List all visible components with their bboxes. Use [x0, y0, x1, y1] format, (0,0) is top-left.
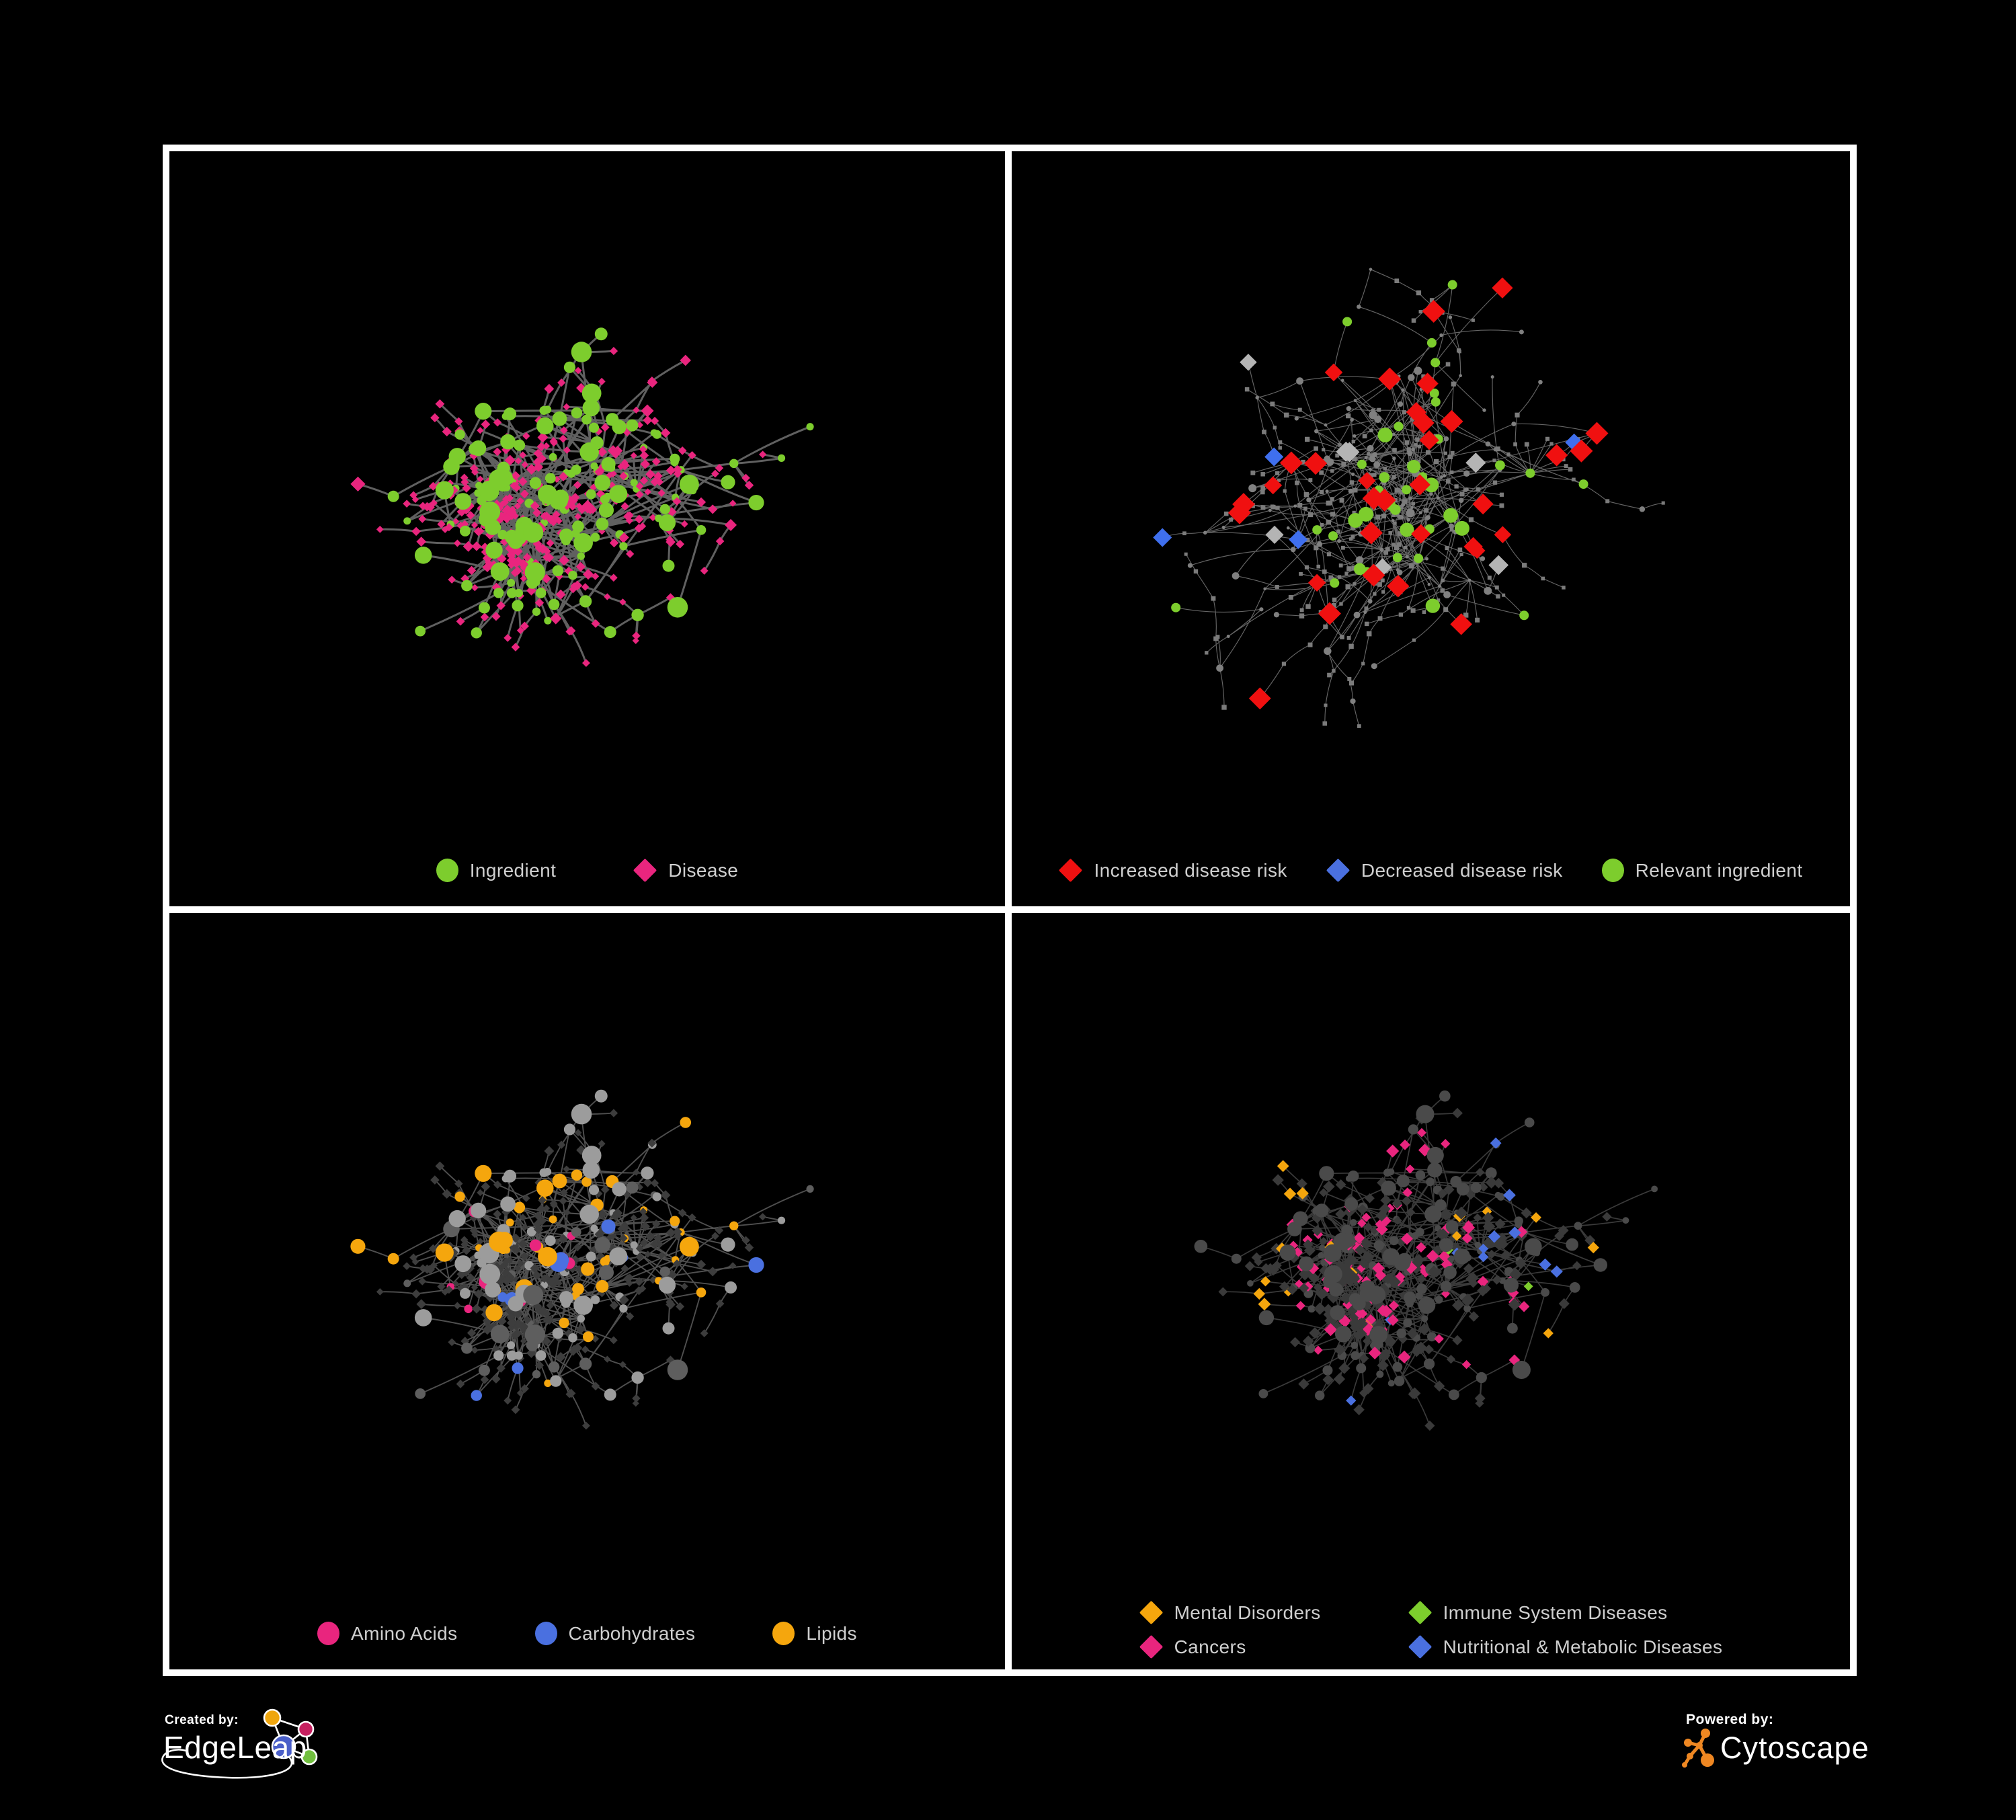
- cancers-diamond-icon: [1139, 1634, 1163, 1659]
- legend-item-carbohydrates: Carbohydrates: [534, 1622, 696, 1645]
- increased-disease-risk-diamond-icon: [1059, 858, 1083, 883]
- network-ingredient-disease: [350, 327, 814, 668]
- immune-system-diseases-diamond-icon: [1408, 1600, 1432, 1625]
- legend-ingredient-disease: Ingredient Disease: [169, 858, 1005, 883]
- legend-row: Ingredient Disease: [436, 858, 739, 883]
- legend-item-lipids: Lipids: [772, 1622, 857, 1645]
- legend-item-increased-disease-risk: Increased disease risk: [1059, 858, 1287, 883]
- legend-item-immune-system-diseases: Immune System Diseases: [1408, 1600, 1668, 1625]
- legend-item-ingredient: Ingredient: [436, 859, 557, 882]
- nodes-layer: [350, 1089, 814, 1430]
- network-disease-categories: [1194, 1090, 1658, 1431]
- nodes-layer: [1194, 1090, 1658, 1431]
- panel-disease-categories: Mental Disorders Immune System Diseases Ca…: [1005, 906, 1857, 1676]
- legend-label: Amino Acids: [351, 1622, 458, 1644]
- legend-label: Increased disease risk: [1094, 859, 1287, 881]
- edges-layer: [1162, 269, 1664, 727]
- edgeleap-wordmark: EdgeLeap: [163, 1730, 307, 1765]
- cytoscape-wordmark: Cytoscape: [1720, 1731, 1869, 1765]
- panel-disease-risk: Increased disease risk Decreased disease …: [1005, 145, 1857, 913]
- mental-disorders-diamond-icon: [1139, 1600, 1163, 1625]
- powered-by-label: Powered by:: [1686, 1712, 1774, 1727]
- legend-label: Relevant ingredient: [1635, 859, 1803, 881]
- lipids-circle-icon: [772, 1622, 795, 1645]
- network-disease-risk: [1153, 268, 1665, 728]
- legend-item-disease: Disease: [633, 858, 739, 883]
- created-by-label: Created by:: [165, 1713, 239, 1727]
- cytoscape-logo-icon: [1682, 1729, 1714, 1768]
- nutritional-metabolic-diseases-diamond-icon: [1408, 1634, 1432, 1659]
- decreased-disease-risk-diamond-icon: [1326, 858, 1350, 883]
- legend-disease-categories: Mental Disorders Immune System Diseases Ca…: [1139, 1600, 1723, 1659]
- nodes-layer: [350, 327, 814, 668]
- legend-item-amino-acids: Amino Acids: [317, 1622, 457, 1645]
- edges-layer: [357, 1095, 811, 1427]
- legend-item-mental-disorders: Mental Disorders: [1139, 1600, 1321, 1625]
- edges-layer: [1200, 1095, 1655, 1427]
- disease-diamond-icon: [633, 858, 657, 883]
- relevant-ingredient-circle-icon: [1601, 859, 1624, 882]
- legend-disease-risk: Increased disease risk Decreased disease …: [1012, 858, 1850, 883]
- legend-item-relevant-ingredient: Relevant ingredient: [1601, 859, 1803, 882]
- carbohydrates-circle-icon: [534, 1622, 557, 1645]
- cytoscape-credit: Powered by: Cytoscape: [1677, 1709, 1869, 1776]
- edgeleap-credit: Created by: EdgeLeap: [157, 1708, 331, 1785]
- edgeleap-logo-icon: [161, 1708, 318, 1779]
- legend-macronutrient-classes: Amino Acids Carbohydrates Lipids: [169, 1622, 1005, 1645]
- legend-item-decreased-disease-risk: Decreased disease risk: [1326, 858, 1563, 883]
- edges-layer: [356, 333, 811, 664]
- panel-ingredient-disease: Ingredient Disease: [163, 145, 1012, 913]
- legend-item-cancers: Cancers: [1139, 1634, 1246, 1659]
- legend-row: Mental Disorders Immune System Diseases: [1139, 1600, 1668, 1625]
- legend-label: Disease: [668, 859, 739, 881]
- legend-label: Cancers: [1174, 1636, 1246, 1657]
- legend-label: Nutritional & Metabolic Diseases: [1443, 1636, 1723, 1657]
- amino-acids-circle-icon: [317, 1622, 340, 1645]
- legend-row: Amino Acids Carbohydrates Lipids: [317, 1622, 857, 1645]
- nodes-layer: [1153, 268, 1665, 728]
- ingredient-circle-icon: [436, 859, 458, 882]
- legend-label: Immune System Diseases: [1443, 1601, 1668, 1623]
- panel-macronutrient-classes: Amino Acids Carbohydrates Lipids: [163, 906, 1012, 1676]
- legend-item-nutritional-metabolic-diseases: Nutritional & Metabolic Diseases: [1408, 1634, 1723, 1659]
- legend-label: Carbohydrates: [568, 1622, 696, 1644]
- legend-label: Decreased disease risk: [1361, 859, 1563, 881]
- network-macronutrient-classes: [350, 1089, 814, 1430]
- legend-row: Increased disease risk Decreased disease …: [1059, 858, 1803, 883]
- legend-row: Cancers Nutritional & Metabolic Diseases: [1139, 1634, 1723, 1659]
- legend-label: Ingredient: [469, 859, 557, 881]
- legend-label: Mental Disorders: [1174, 1601, 1321, 1623]
- legend-label: Lipids: [806, 1622, 857, 1644]
